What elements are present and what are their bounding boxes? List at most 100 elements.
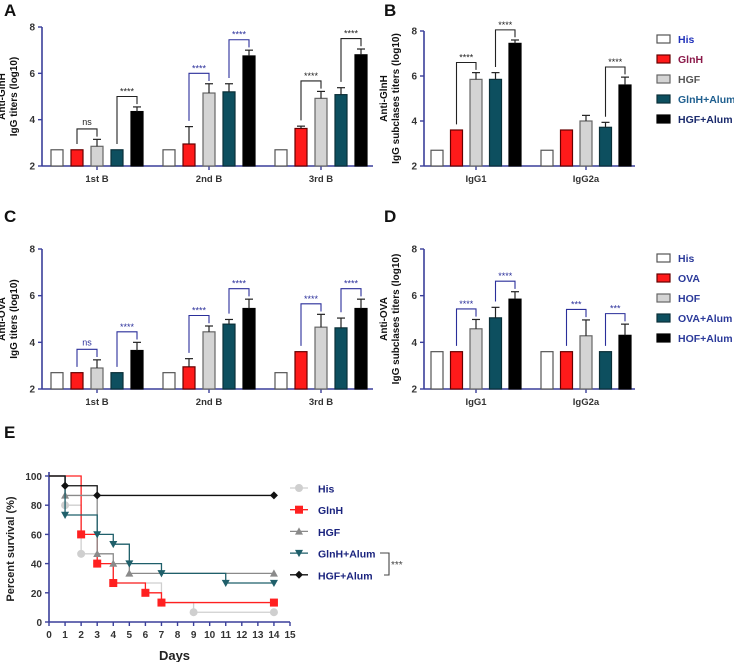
significance-label: **** xyxy=(120,322,135,332)
significance-label: **** xyxy=(498,20,513,30)
marker-square xyxy=(93,559,102,568)
significance-bracket xyxy=(565,308,587,346)
bar-hof xyxy=(579,335,593,390)
y-tick-label: 4 xyxy=(29,115,35,126)
legend-swatch xyxy=(656,313,671,323)
significance-label: **** xyxy=(608,57,623,67)
bar-ova-alum xyxy=(222,323,236,390)
legend-label: HGF xyxy=(678,74,701,86)
marker-square xyxy=(109,579,118,588)
y-tick-label: 8 xyxy=(411,27,417,38)
y-tick-label: 2 xyxy=(411,385,417,396)
significance-bracket xyxy=(188,314,210,353)
significance-label: *** xyxy=(571,299,582,309)
x-tick-label: 1st B xyxy=(85,397,108,408)
marker-triangle-down xyxy=(61,511,70,519)
bar-ova-alum xyxy=(488,317,503,390)
bar-hgf xyxy=(579,120,593,167)
marker-circle xyxy=(77,549,86,558)
y-tick-label: 6 xyxy=(29,69,35,80)
legend-label: His xyxy=(318,484,335,496)
bar-his xyxy=(540,351,554,390)
x-tick-label: 7 xyxy=(159,630,165,641)
marker-square xyxy=(269,598,278,607)
y-axis-title: Anti-OVA xyxy=(0,297,8,341)
legend-swatch xyxy=(656,273,671,283)
bar-his xyxy=(540,149,554,167)
significance-bracket xyxy=(604,313,626,346)
bar-his xyxy=(50,149,64,167)
y-tick-label: 0 xyxy=(36,618,42,629)
x-tick-label: 13 xyxy=(252,630,264,641)
significance-bracket xyxy=(116,95,138,144)
marker-triangle-down xyxy=(157,570,166,578)
x-tick-label: 1st B xyxy=(85,174,108,185)
significance-bracket xyxy=(494,29,516,67)
y-axis-title: IgG titers (log10) xyxy=(9,279,20,358)
bar-glnh xyxy=(70,149,84,167)
significance-bracket xyxy=(604,66,626,117)
survival-step-line xyxy=(49,475,274,613)
marker-triangle-down xyxy=(295,549,303,558)
legend-swatch xyxy=(656,114,671,124)
bar-hof-alum xyxy=(354,307,368,390)
y-tick-label: 4 xyxy=(411,117,417,128)
x-tick-label: 3rd B xyxy=(309,397,333,408)
comparison-significance-label: *** xyxy=(391,560,403,571)
legend-label: HGF xyxy=(318,527,341,539)
significance-bracket xyxy=(188,72,210,121)
significance-label: **** xyxy=(232,279,247,289)
y-axis-title: Anti-GlnH xyxy=(379,75,390,122)
bar-his xyxy=(162,149,176,167)
marker-triangle-down xyxy=(125,560,134,568)
y-axis-title: IgG subclases titers (log10) xyxy=(391,254,402,385)
legend-swatch xyxy=(656,54,671,64)
y-tick-label: 2 xyxy=(411,162,417,173)
bar-ova-alum xyxy=(598,351,613,390)
y-tick-label: 40 xyxy=(31,560,43,571)
survival-step-line xyxy=(49,475,274,584)
survival-series-hgf xyxy=(49,475,278,577)
bar-glnh xyxy=(559,129,574,167)
y-tick-label: 6 xyxy=(411,291,417,302)
bar-hgf-alum xyxy=(508,42,522,167)
marker-triangle-up xyxy=(109,559,118,567)
significance-label: **** xyxy=(459,53,474,63)
significance-bracket xyxy=(455,61,477,125)
legend-label: GlnH+Alum xyxy=(678,94,734,106)
x-tick-label: 11 xyxy=(220,630,231,641)
bar-glnh-alum xyxy=(488,78,503,167)
panel-label-e: E xyxy=(4,423,15,442)
marker-circle xyxy=(269,608,278,617)
significance-label: **** xyxy=(192,306,207,316)
significance-label: **** xyxy=(304,294,319,304)
marker-triangle-up xyxy=(295,527,303,535)
marker-triangle-down xyxy=(109,540,118,549)
y-tick-label: 2 xyxy=(29,385,35,396)
bar-hof-alum xyxy=(508,298,522,390)
bar-his xyxy=(274,149,288,167)
bar-hgf xyxy=(314,97,328,167)
x-tick-label: 3 xyxy=(94,630,100,641)
significance-label: **** xyxy=(344,279,359,289)
marker-diamond xyxy=(269,491,278,500)
y-tick-label: 80 xyxy=(31,501,43,512)
marker-diamond xyxy=(295,570,303,579)
significance-label: **** xyxy=(232,30,247,40)
legend-swatch xyxy=(656,293,671,303)
x-tick-label: IgG2a xyxy=(573,397,600,408)
x-tick-label: 9 xyxy=(191,630,197,641)
bar-glnh-alum xyxy=(598,126,613,167)
x-tick-label: 4 xyxy=(110,630,116,641)
marker-diamond xyxy=(93,491,102,500)
bar-hof-alum xyxy=(242,307,256,390)
significance-label: **** xyxy=(498,271,513,281)
y-tick-label: 100 xyxy=(25,472,42,483)
bar-ova-alum xyxy=(110,372,124,390)
survival-step-line xyxy=(49,475,274,575)
panel-label-d: D xyxy=(384,207,396,226)
legend-label: GlnH xyxy=(318,505,343,517)
marker-square xyxy=(295,505,303,514)
x-tick-label: IgG2a xyxy=(573,174,600,185)
